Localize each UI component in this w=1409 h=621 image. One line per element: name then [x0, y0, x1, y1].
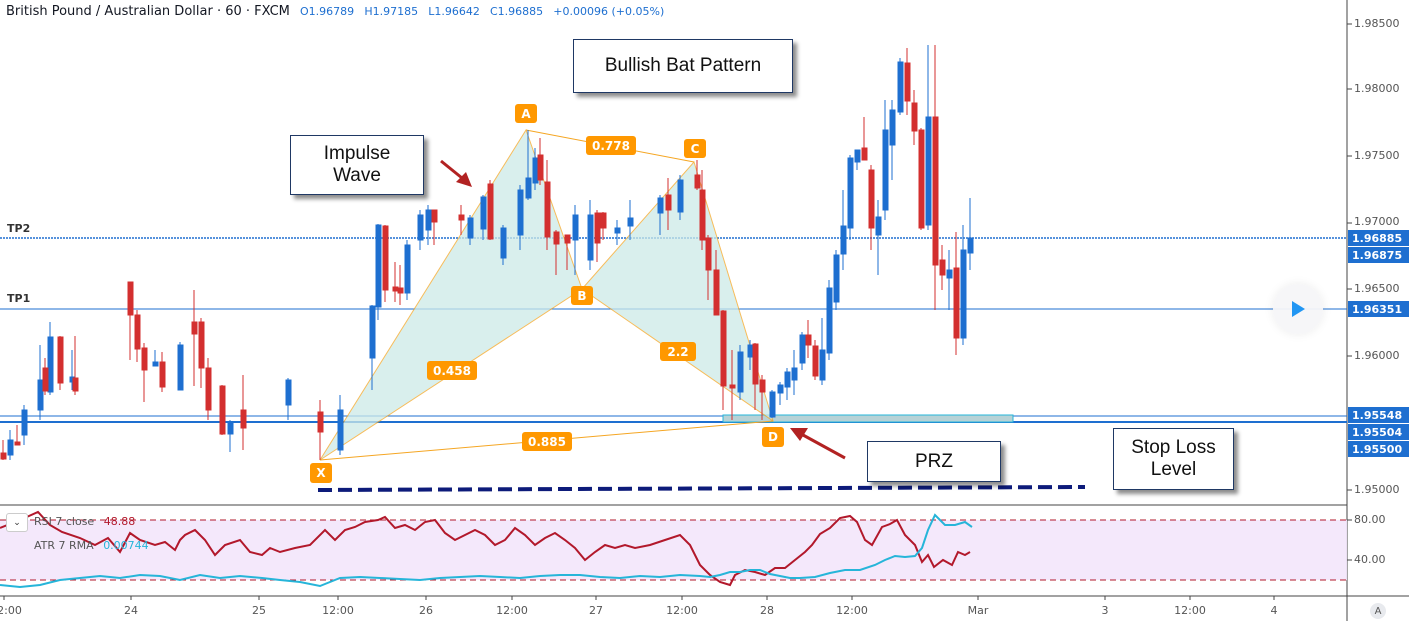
ohlc-change: +0.00096 (+0.05%)	[553, 5, 665, 18]
price-tick: 1.95000	[1354, 483, 1400, 496]
price-tick: 1.97500	[1354, 149, 1400, 162]
price-tick: 1.98500	[1354, 17, 1400, 30]
ohlc-high: H1.97185	[364, 5, 419, 18]
ohlc-low: L1.96642	[428, 5, 480, 18]
price-tag-last: 1.96875	[1348, 247, 1409, 263]
tp1-label: TP1	[7, 292, 31, 305]
time-tick: 12:00	[322, 604, 354, 617]
time-tick: 25	[252, 604, 266, 617]
auto-scale-button[interactable]: A	[1370, 603, 1386, 619]
price-tag-entry: 1.95504	[1348, 424, 1409, 440]
symbol-title: British Pound / Australian Dollar · 60 ·…	[6, 4, 290, 19]
rsi-tick: 40.00	[1354, 553, 1386, 566]
callout-text: PRZ	[915, 450, 953, 472]
rsi-legend[interactable]: RSI 7 close 48.88	[34, 515, 135, 528]
bullish-bat-callout: Bullish Bat Pattern	[573, 39, 793, 93]
play-icon	[1292, 301, 1305, 317]
time-tick: 24	[124, 604, 138, 617]
time-tick: 12:00	[666, 604, 698, 617]
stop-loss-callout: Stop Loss Level	[1113, 428, 1234, 490]
time-tick: 28	[760, 604, 774, 617]
callout-text: Impulse	[323, 143, 391, 165]
chart-header: British Pound / Australian Dollar · 60 ·…	[6, 4, 664, 19]
rsi-tick: 80.00	[1354, 513, 1386, 526]
collapse-legend-button[interactable]: ⌄	[6, 513, 28, 532]
price-tag-stop: 1.95500	[1348, 441, 1409, 457]
tp2-label: TP2	[7, 222, 31, 235]
time-tick: 12:00	[1174, 604, 1206, 617]
prz-callout: PRZ	[867, 441, 1001, 482]
scroll-to-realtime-button[interactable]	[1273, 284, 1323, 334]
atr-legend[interactable]: ATR 7 RMA 0.00744	[34, 539, 149, 552]
point-a-badge: A	[515, 104, 537, 123]
price-tag-tp1: 1.96351	[1348, 301, 1409, 317]
time-tick: 3	[1101, 604, 1109, 617]
time-tick: 26	[419, 604, 433, 617]
price-tick: 1.96500	[1354, 282, 1400, 295]
impulse-wave-callout: Impulse Wave	[290, 135, 424, 195]
point-c-badge: C	[684, 139, 706, 158]
price-tag-tp2: 1.96885	[1348, 230, 1409, 246]
ohlc-close: C1.96885	[489, 5, 544, 18]
ratio-bd-badge: 2.2	[660, 342, 696, 361]
rsi-name: RSI 7 close	[34, 515, 95, 528]
time-tick: 12:00	[496, 604, 528, 617]
atr-name: ATR 7 RMA	[34, 539, 94, 552]
callout-text: Stop Loss	[1131, 437, 1216, 459]
price-tick: 1.96000	[1354, 349, 1400, 362]
ratio-xb-badge: 0.458	[427, 361, 477, 380]
time-tick: 12:00	[0, 604, 22, 617]
price-tick: 1.98000	[1354, 82, 1400, 95]
time-tick: 27	[589, 604, 603, 617]
point-d-badge: D	[762, 427, 784, 447]
rsi-value: 48.88	[103, 515, 136, 528]
price-tick: 1.97000	[1354, 215, 1400, 228]
ratio-ac-badge: 0.778	[586, 136, 636, 155]
chevron-down-icon: ⌄	[13, 517, 21, 528]
point-b-badge: B	[571, 286, 593, 305]
price-tag-prz: 1.95548	[1348, 407, 1409, 423]
time-tick: 4	[1270, 604, 1278, 617]
atr-value: 0.00744	[103, 539, 149, 552]
callout-text: Wave	[333, 165, 381, 186]
ratio-xd-badge: 0.885	[522, 432, 572, 451]
time-tick: 12:00	[836, 604, 868, 617]
point-x-badge: X	[310, 463, 332, 483]
callout-text: Bullish Bat Pattern	[604, 55, 762, 77]
callout-text: Level	[1150, 459, 1197, 480]
time-tick: Mar	[967, 604, 989, 617]
ohlc-open: O1.96789	[300, 5, 355, 18]
